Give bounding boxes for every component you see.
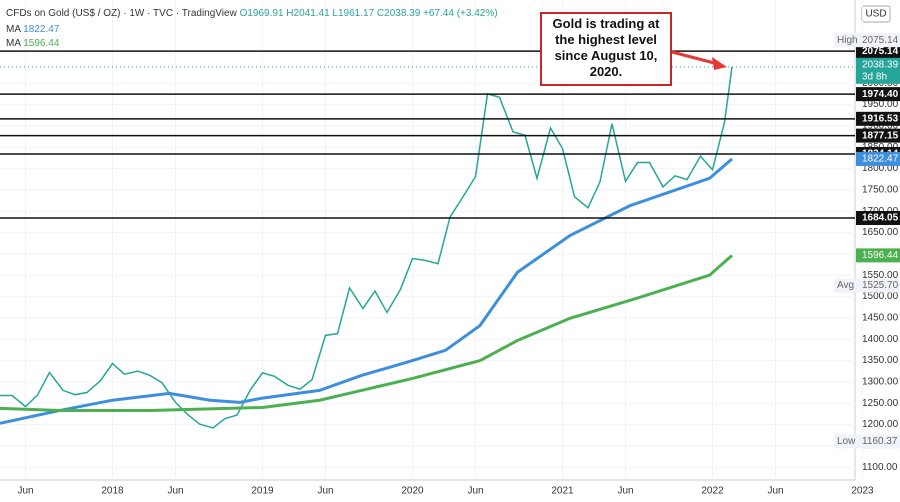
- stat-value: 2075.14: [862, 35, 899, 46]
- level-label: 1684.05: [862, 213, 899, 224]
- level-label: 1916.53: [862, 113, 899, 124]
- y-tick-label: 1750.00: [862, 185, 899, 196]
- y-tick-label: 1350.00: [862, 355, 899, 366]
- x-tick-label: Jun: [767, 486, 783, 497]
- legend-value: 1822.47: [23, 24, 60, 35]
- y-tick-label: 1900.00: [862, 121, 899, 132]
- y-tick-label: 1300.00: [862, 377, 899, 388]
- stat-name: Low: [837, 436, 856, 447]
- x-tick-label: Jun: [617, 486, 633, 497]
- x-tick-label: Jun: [467, 486, 483, 497]
- ohlc: O1969.91 H2041.41 L1961.17 C2038.39 +67.…: [239, 8, 498, 19]
- series-line: [0, 66, 733, 429]
- stat-value: 1160.37: [862, 436, 898, 447]
- y-tick-label: 1950.00: [862, 99, 899, 110]
- x-tick-label: 2022: [701, 486, 724, 497]
- level-tag: [856, 44, 900, 59]
- annotation-arrowhead: [712, 57, 727, 70]
- chart-title: CFDs on Gold (US$ / OZ) · 1W · TVC · Tra…: [6, 8, 498, 19]
- annotation-arrow: [671, 50, 719, 66]
- stat-tag: [834, 434, 900, 449]
- level-tag: [856, 211, 900, 226]
- y-tick-label: 1500.00: [862, 291, 899, 302]
- stat-tag: [834, 33, 900, 48]
- x-tick-label: 2023: [851, 486, 874, 497]
- level-label: 1974.40: [862, 89, 899, 100]
- annotation: Gold is trading at the highest level sin…: [540, 12, 672, 86]
- price-tag: [856, 57, 900, 84]
- title: CFDs on Gold (US$ / OZ) · 1W · TVC · Tra…: [6, 8, 237, 19]
- stat-tag: [834, 278, 900, 293]
- series-line: [0, 254, 733, 412]
- x-tick-label: 2019: [251, 486, 274, 497]
- x-tick-label: Jun: [317, 486, 333, 497]
- y-tick-label: 1450.00: [862, 313, 899, 324]
- stat-value: 1525.70: [862, 280, 899, 291]
- x-tick-label: Jun: [17, 486, 33, 497]
- x-tick-label: Jun: [167, 486, 183, 497]
- level-label: 1877.15: [862, 130, 899, 141]
- ma-tag: [856, 151, 900, 166]
- y-tick-label: 1200.00: [862, 419, 899, 430]
- level-tag: [856, 128, 900, 143]
- x-tick-label: 2021: [551, 486, 574, 497]
- y-tick-label: 1400.00: [862, 334, 899, 345]
- ma-tag-label: 1596.44: [862, 250, 899, 261]
- y-tick-label: 1650.00: [862, 227, 899, 238]
- y-tick-label: 1800.00: [862, 163, 899, 174]
- price-tag-label: 2038.39: [862, 59, 899, 70]
- y-tick-label: 1250.00: [862, 398, 899, 409]
- ma-tag-label: 1822.47: [862, 154, 899, 165]
- legend-name: MA: [6, 38, 21, 49]
- series-line: [0, 157, 733, 425]
- ma-tag: [856, 248, 900, 263]
- legend-value: 1596.44: [23, 38, 60, 49]
- level-tag: [856, 111, 900, 126]
- x-tick-label: 2020: [401, 486, 424, 497]
- level-tag: [856, 87, 900, 102]
- legend-ma2: MA 1596.44: [6, 38, 59, 49]
- x-tick-label: 2018: [101, 486, 124, 497]
- countdown: 3d 8h: [862, 71, 887, 82]
- stat-name: High: [837, 35, 858, 46]
- level-label: 2075.14: [862, 46, 899, 57]
- legend-ma1: MA 1822.47: [6, 24, 59, 35]
- legend-name: MA: [6, 24, 21, 35]
- y-tick-label: 1550.00: [862, 270, 899, 281]
- currency[interactable]: USD: [865, 9, 886, 20]
- stat-name: Avg: [837, 280, 854, 291]
- y-tick-label: 1100.00: [862, 462, 898, 473]
